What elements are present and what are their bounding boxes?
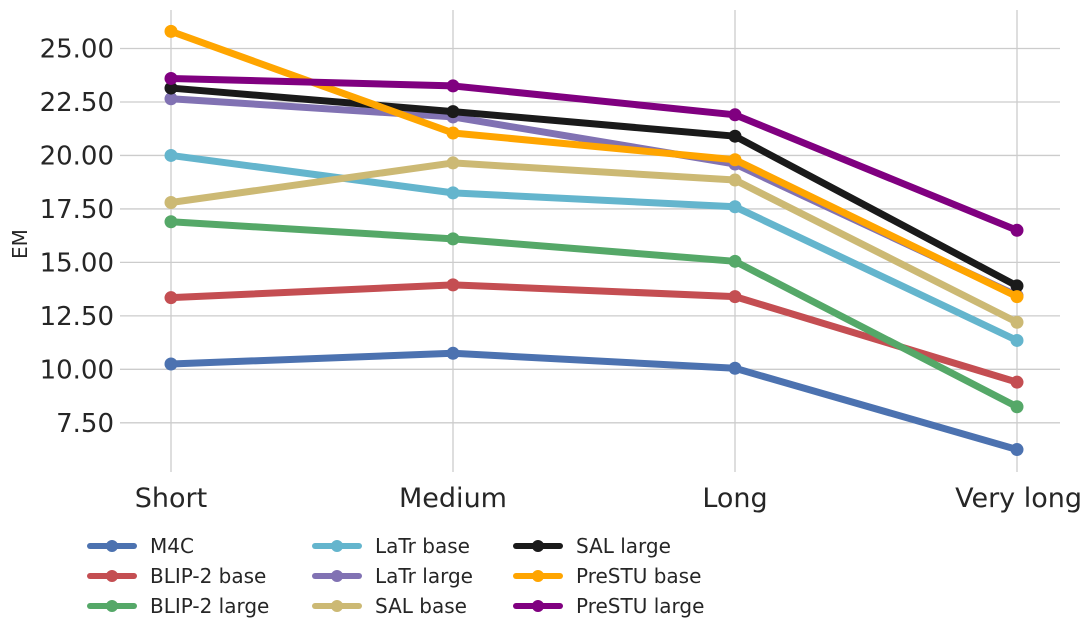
x-tick-label: Very long bbox=[955, 483, 1082, 514]
data-point bbox=[164, 92, 178, 106]
y-axis-ticks: 7.50 10.00 12.50 15.00 17.50 20.00 22.50 25.00 bbox=[40, 35, 114, 439]
legend: M4C BLIP-2 base BLIP-2 large LaTr base LaTr … bbox=[87, 534, 704, 618]
legend-item: BLIP-2 large bbox=[87, 594, 269, 618]
y-tick-label: 12.50 bbox=[40, 302, 114, 332]
series-line bbox=[167, 349, 1021, 454]
legend-item: LaTr large bbox=[312, 564, 473, 588]
data-point bbox=[446, 126, 460, 140]
series-sal-large bbox=[164, 81, 1024, 293]
legend-swatch-marker bbox=[106, 600, 118, 612]
series-line bbox=[167, 159, 1021, 326]
y-tick-label: 15.00 bbox=[40, 248, 114, 278]
data-point bbox=[1010, 223, 1024, 237]
y-tick-label: 10.00 bbox=[40, 355, 114, 385]
legend-label: SAL base bbox=[375, 594, 467, 618]
data-point bbox=[164, 291, 178, 305]
data-point bbox=[728, 173, 742, 187]
series-blip-2-base bbox=[164, 278, 1024, 389]
data-point bbox=[728, 361, 742, 375]
series-line bbox=[167, 84, 1021, 290]
data-point bbox=[1010, 400, 1024, 414]
legend-swatch-marker bbox=[532, 570, 544, 582]
legend-swatch-marker bbox=[106, 570, 118, 582]
series-prestu-large bbox=[164, 71, 1024, 237]
y-axis-label: EM bbox=[8, 229, 32, 259]
legend-swatch-marker bbox=[331, 540, 343, 552]
series-line bbox=[167, 151, 1021, 344]
legend-label: BLIP-2 base bbox=[150, 564, 266, 588]
data-point bbox=[728, 290, 742, 304]
legend-item: PreSTU large bbox=[513, 594, 704, 618]
x-axis-ticks: Short Medium Long Very long bbox=[135, 483, 1082, 514]
data-point bbox=[1010, 279, 1024, 293]
legend-swatch-marker bbox=[331, 600, 343, 612]
data-point bbox=[446, 278, 460, 292]
series-blip-2-large bbox=[164, 215, 1024, 414]
legend-label: PreSTU base bbox=[576, 564, 701, 588]
legend-item: LaTr base bbox=[312, 534, 470, 558]
y-tick-label: 22.50 bbox=[40, 88, 114, 118]
data-point bbox=[728, 254, 742, 268]
x-tick-label: Medium bbox=[399, 483, 507, 514]
legend-swatch-marker bbox=[331, 570, 343, 582]
legend-item: M4C bbox=[87, 534, 194, 558]
legend-label: PreSTU large bbox=[576, 594, 704, 618]
data-point bbox=[446, 79, 460, 93]
data-point bbox=[728, 108, 742, 122]
series-sal-base bbox=[164, 156, 1024, 329]
data-point bbox=[164, 148, 178, 162]
x-tick-label: Short bbox=[135, 483, 207, 514]
legend-item: BLIP-2 base bbox=[87, 564, 266, 588]
data-point bbox=[164, 196, 178, 209]
series-lines bbox=[164, 24, 1024, 457]
legend-label: M4C bbox=[150, 534, 194, 558]
legend-label: LaTr base bbox=[375, 534, 470, 558]
data-point bbox=[1010, 290, 1024, 304]
y-tick-label: 17.50 bbox=[40, 195, 114, 225]
data-point bbox=[1010, 443, 1024, 457]
data-point bbox=[728, 200, 742, 214]
data-point bbox=[164, 81, 178, 95]
data-point bbox=[728, 153, 742, 167]
series-line bbox=[167, 74, 1021, 234]
data-point bbox=[446, 346, 460, 360]
legend-item: SAL large bbox=[513, 534, 671, 558]
data-point bbox=[446, 232, 460, 246]
data-point bbox=[446, 105, 460, 119]
legend-item: SAL base bbox=[312, 594, 467, 618]
grid bbox=[120, 10, 1060, 472]
y-tick-label: 7.50 bbox=[56, 409, 114, 439]
series-latr-base bbox=[164, 148, 1024, 347]
series-line bbox=[167, 281, 1021, 386]
data-point bbox=[1010, 315, 1024, 329]
data-point bbox=[446, 156, 460, 170]
legend-swatch-marker bbox=[532, 540, 544, 552]
legend-item: PreSTU base bbox=[513, 564, 701, 588]
legend-swatch-marker bbox=[532, 600, 544, 612]
y-tick-label: 20.00 bbox=[40, 141, 114, 171]
data-point bbox=[164, 215, 178, 229]
data-point bbox=[728, 129, 742, 143]
data-point bbox=[164, 357, 178, 371]
data-point bbox=[164, 71, 178, 85]
data-point bbox=[164, 24, 178, 38]
legend-swatch-marker bbox=[106, 540, 118, 552]
series-line bbox=[167, 218, 1021, 411]
data-point bbox=[1010, 333, 1024, 347]
legend-label: LaTr large bbox=[375, 564, 473, 588]
y-tick-label: 25.00 bbox=[40, 35, 114, 65]
x-tick-label: Long bbox=[702, 483, 767, 514]
data-point bbox=[446, 186, 460, 200]
legend-label: SAL large bbox=[576, 534, 671, 558]
legend-label: BLIP-2 large bbox=[150, 594, 269, 618]
series-m4c bbox=[164, 346, 1024, 457]
data-point bbox=[1010, 375, 1024, 389]
